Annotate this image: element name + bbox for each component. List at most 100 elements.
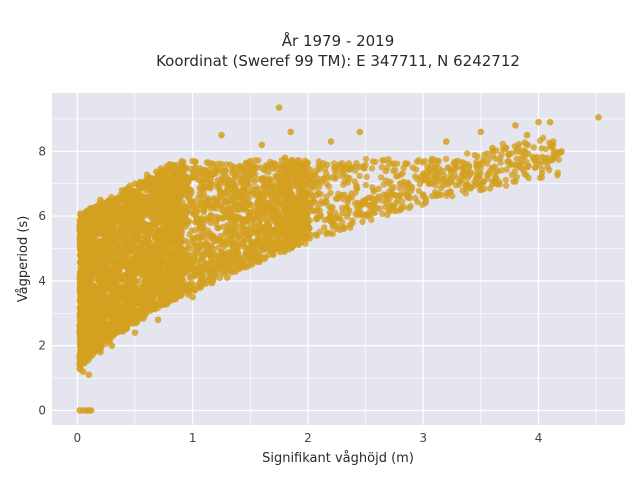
data-point bbox=[503, 166, 510, 173]
data-point bbox=[362, 181, 369, 189]
data-point bbox=[356, 172, 363, 180]
data-point bbox=[496, 181, 503, 188]
data-point bbox=[243, 228, 250, 235]
data-point bbox=[221, 243, 228, 250]
data-point bbox=[481, 151, 488, 158]
data-point bbox=[278, 228, 286, 236]
data-point bbox=[130, 278, 137, 285]
chart-title-line1: År 1979 - 2019 bbox=[282, 31, 395, 50]
data-point bbox=[502, 176, 509, 184]
data-point bbox=[339, 219, 346, 226]
data-point bbox=[229, 166, 236, 173]
data-point bbox=[92, 257, 100, 264]
data-point bbox=[284, 175, 292, 182]
data-point bbox=[138, 272, 146, 279]
data-point bbox=[207, 230, 214, 237]
data-point bbox=[157, 226, 164, 234]
data-point bbox=[409, 164, 417, 171]
data-point bbox=[249, 249, 257, 256]
data-point bbox=[209, 201, 217, 208]
chart-title-line2: Koordinat (Sweref 99 TM): E 347711, N 62… bbox=[156, 52, 520, 70]
data-point bbox=[87, 239, 94, 246]
data-point bbox=[361, 211, 368, 218]
data-point bbox=[232, 244, 239, 252]
data-point bbox=[276, 192, 283, 199]
data-point bbox=[152, 192, 159, 199]
data-point bbox=[317, 163, 324, 170]
data-point bbox=[372, 158, 379, 166]
data-point bbox=[262, 162, 270, 169]
data-point bbox=[294, 164, 302, 172]
data-point bbox=[221, 251, 228, 258]
data-point bbox=[165, 209, 172, 216]
data-point bbox=[550, 155, 557, 162]
data-point bbox=[102, 224, 110, 231]
data-point bbox=[212, 220, 219, 227]
data-point bbox=[237, 179, 244, 186]
data-point bbox=[282, 218, 290, 225]
data-point bbox=[241, 243, 248, 251]
data-point bbox=[383, 177, 390, 184]
data-point bbox=[301, 189, 308, 196]
data-point bbox=[262, 215, 270, 223]
data-point bbox=[538, 153, 546, 161]
data-point bbox=[231, 172, 239, 179]
data-point bbox=[536, 137, 544, 144]
data-point bbox=[192, 213, 200, 221]
data-point bbox=[83, 300, 91, 307]
data-point bbox=[159, 199, 167, 206]
data-point bbox=[118, 229, 126, 237]
data-point bbox=[102, 219, 110, 227]
data-point bbox=[233, 213, 240, 220]
data-point bbox=[428, 180, 436, 187]
data-point bbox=[268, 212, 275, 220]
data-point bbox=[264, 243, 271, 250]
data-point bbox=[514, 143, 522, 150]
data-point bbox=[131, 200, 138, 207]
data-point bbox=[249, 260, 256, 268]
data-point bbox=[464, 150, 471, 157]
data-point bbox=[306, 202, 314, 209]
data-point bbox=[103, 243, 111, 250]
data-point bbox=[125, 240, 133, 247]
data-point bbox=[180, 209, 187, 216]
data-point bbox=[245, 201, 252, 209]
data-point bbox=[414, 175, 421, 183]
data-point bbox=[154, 218, 161, 226]
data-point bbox=[299, 170, 306, 177]
data-point bbox=[394, 160, 401, 167]
data-point bbox=[168, 174, 176, 182]
data-point bbox=[352, 167, 359, 174]
data-point bbox=[554, 172, 561, 179]
data-point bbox=[242, 249, 250, 256]
data-point bbox=[180, 158, 187, 166]
data-point bbox=[512, 178, 519, 185]
data-point bbox=[459, 187, 466, 194]
data-point bbox=[76, 219, 84, 227]
data-point bbox=[123, 255, 131, 263]
data-point bbox=[204, 196, 211, 203]
data-point bbox=[230, 184, 238, 191]
data-point bbox=[201, 234, 209, 241]
data-point bbox=[388, 185, 395, 192]
data-point bbox=[235, 188, 242, 195]
data-point bbox=[544, 154, 551, 161]
data-point bbox=[158, 174, 165, 181]
data-point bbox=[550, 150, 557, 158]
data-point bbox=[241, 233, 248, 241]
data-point bbox=[315, 158, 323, 165]
data-point bbox=[371, 209, 379, 217]
data-point bbox=[380, 157, 388, 164]
data-point bbox=[246, 167, 254, 174]
data-point bbox=[323, 180, 330, 187]
data-point bbox=[313, 207, 321, 214]
data-point bbox=[353, 183, 360, 190]
data-point bbox=[343, 213, 351, 220]
data-point bbox=[151, 204, 159, 211]
data-point bbox=[224, 189, 232, 196]
data-point bbox=[396, 191, 404, 198]
data-point bbox=[455, 175, 462, 182]
data-point bbox=[485, 155, 493, 162]
data-point bbox=[169, 169, 176, 176]
data-point bbox=[278, 180, 285, 187]
